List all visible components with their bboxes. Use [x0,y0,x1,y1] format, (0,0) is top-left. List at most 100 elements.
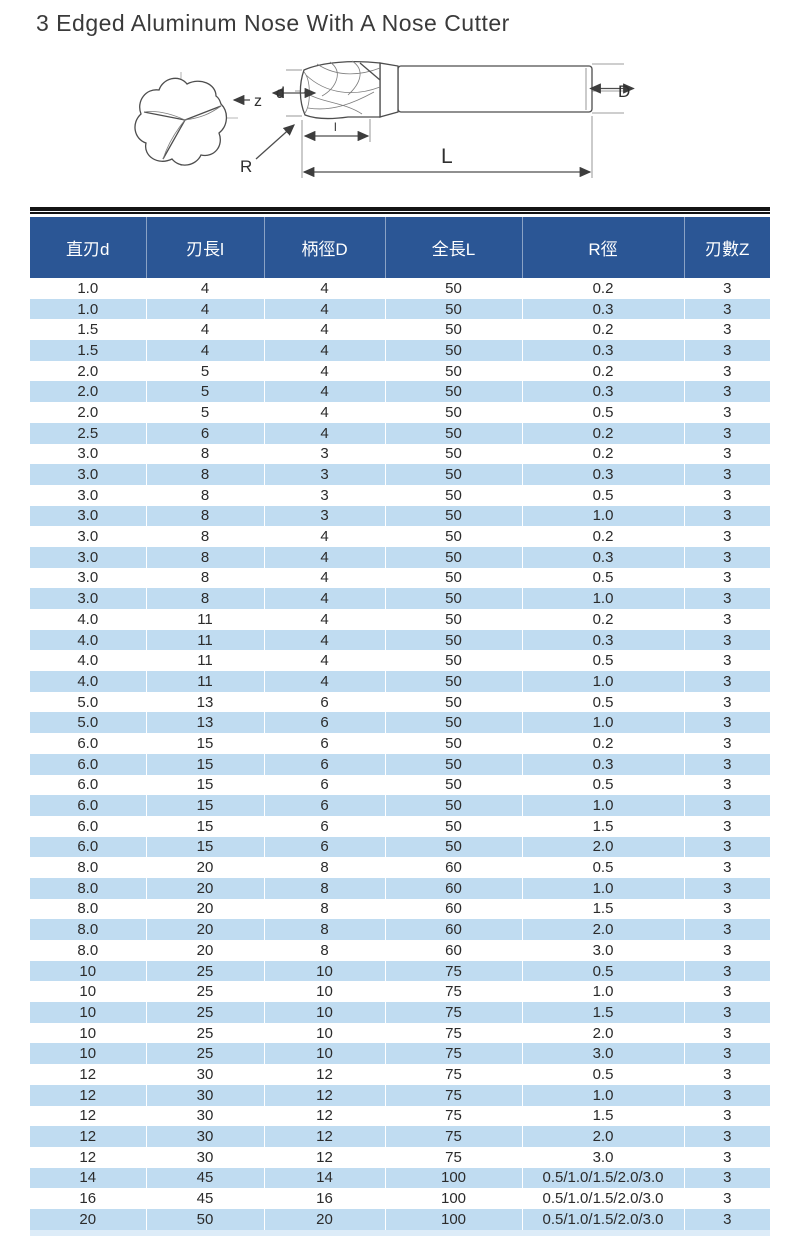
table-cell: 50 [384,691,522,713]
table-cell: 3 [683,712,770,734]
table-cell: 1.0 [521,981,684,1003]
table-row: 10 25 10 75 2.0 3 [30,1022,770,1044]
table-row: 12 30 12 75 0.5 3 [30,1064,770,1085]
table-cell: 3 [683,919,770,940]
table-row: 2.0 5 4 50 0.2 3 [30,360,770,382]
table-row: 3.0 8 4 50 0.3 3 [30,546,770,568]
table-cell: 3 [683,484,770,506]
table-cell: 8 [145,505,264,527]
table-cell: 16 [263,1188,385,1209]
table-cell: 4 [263,381,385,403]
table-cell: 3.0 [30,567,146,589]
table-cell: 12 [30,1084,146,1106]
table-cell: 3.0 [30,484,146,506]
table-cell: 75 [384,1022,522,1044]
table-row: 8.0 20 8 60 1.5 3 [30,898,770,920]
table-cell: 2.0 [521,1022,684,1044]
table-cell: 3 [683,422,770,444]
table-cell: 1.0 [521,795,684,816]
table-cell: 75 [384,1126,522,1147]
table-cell: 3.0 [30,505,146,527]
table-cell: 11 [145,671,264,692]
table-cell: 4.0 [30,650,146,672]
table-cell: 6.0 [30,836,146,858]
table-top-rule-thin [30,212,770,214]
table-row: 4.0 11 4 50 0.2 3 [30,609,770,630]
table-cell: 15 [145,836,264,858]
l-label: l [334,120,337,134]
table-cell: 0.3 [521,298,684,320]
end-view [134,72,238,166]
table-cell: 100 [384,1208,522,1230]
table-cell: 3 [263,443,385,465]
table-cell: 30 [145,1126,264,1147]
table-cell: 3 [683,1146,770,1168]
R-label: R [240,157,252,176]
table-cell: 3.0 [521,1043,684,1065]
table-cell: 100 [384,1167,522,1189]
table-cell: 10 [30,1043,146,1065]
table-cell: 50 [384,733,522,754]
column-header: 刃數Z [683,217,770,278]
table-cell: 3 [683,795,770,816]
table-row: 3.0 8 4 50 0.2 3 [30,526,770,547]
table-cell: 8 [263,877,385,899]
table-cell: 0.3 [521,629,684,651]
table-cell: 3 [683,857,770,878]
table-row: 6.0 15 6 50 0.2 3 [30,733,770,754]
table-cell: 8 [263,857,385,878]
table-cell: 6 [263,774,385,796]
table-cell: 0.2 [521,733,684,754]
table-cell: 4 [263,609,385,630]
table-cell: 16 [30,1188,146,1209]
table-row: 10 25 10 75 1.5 3 [30,1002,770,1023]
table-cell: 50 [384,526,522,547]
table-cell: 12 [30,1105,146,1127]
table-cell: 20 [145,919,264,940]
table-row: 14 45 14 100 0.5/1.0/1.5/2.0/3.0 3 [30,1167,770,1189]
table-cell: 50 [384,381,522,403]
table-row: 2.0 5 4 50 0.3 3 [30,381,770,403]
table-cell: 30 [145,1105,264,1127]
table-cell: 3.0 [521,1146,684,1168]
table-cell: 1.5 [521,815,684,837]
table-cell: 3 [683,526,770,547]
table-cell: 3 [683,381,770,403]
end-mill-drawing: z d [134,60,635,178]
table-cell: 10 [30,981,146,1003]
table-cell: 5 [145,381,264,403]
table-row: 3.0 8 4 50 1.0 3 [30,588,770,609]
table-cell: 0.5 [521,857,684,878]
table-cell: 11 [145,650,264,672]
table-cell: 0.2 [521,609,684,630]
table-cell: 8 [263,898,385,920]
table-cell: 3 [683,940,770,961]
table-cell: 13 [145,712,264,734]
table-cell: 60 [384,877,522,899]
table-row: 8.0 20 8 60 1.0 3 [30,877,770,899]
table-cell: 3 [683,443,770,465]
spec-table: 直刃d 刃長l 柄徑D 全長L R徑 刃數Z 1.0 4 4 50 0.2 3 1.0 4 4 50 0.3 3… [30,217,770,1230]
table-cell: 0.2 [521,526,684,547]
table-cell: 3 [683,1084,770,1106]
table-cell: 0.5/1.0/1.5/2.0/3.0 [521,1188,684,1209]
table-cell: 50 [384,588,522,609]
table-cell: 3.0 [30,464,146,485]
table-cell: 50 [384,774,522,796]
table-cell: 3.0 [30,443,146,465]
table-cell: 10 [263,1022,385,1044]
table-row: 6.0 15 6 50 0.5 3 [30,774,770,796]
table-cell: 75 [384,1146,522,1168]
table-cell: 75 [384,960,522,982]
table-cell: 0.2 [521,278,684,299]
table-row: 5.0 13 6 50 1.0 3 [30,712,770,734]
table-row: 4.0 11 4 50 0.3 3 [30,629,770,651]
table-cell: 75 [384,1043,522,1065]
table-cell: 1.0 [30,298,146,320]
table-row: 2.0 5 4 50 0.5 3 [30,402,770,423]
table-cell: 3 [683,298,770,320]
table-cell: 12 [263,1084,385,1106]
table-cell: 6 [263,815,385,837]
table-cell: 8 [145,567,264,589]
table-cell: 1.0 [521,877,684,899]
